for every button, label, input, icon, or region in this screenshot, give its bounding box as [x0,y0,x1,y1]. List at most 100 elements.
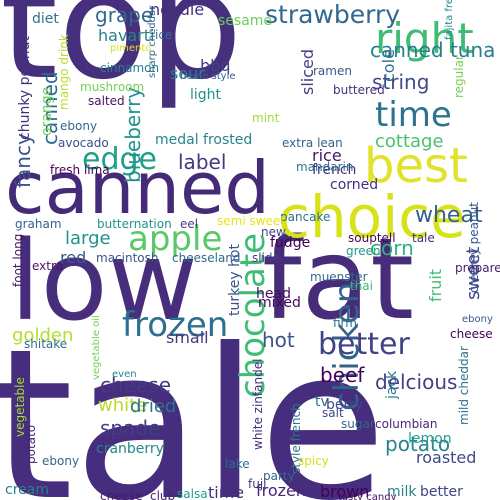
cloud-word: vegetable oil [91,315,102,380]
cloud-word: berry [326,397,364,413]
cloud-word: frozen [256,481,307,500]
cloud-word: souptell [348,231,396,245]
cloud-word: noodle [150,0,205,19]
cloud-word: macintosh [96,251,159,265]
cloud-word: choice [278,183,466,251]
cloud-word: party [263,469,295,483]
cloud-word: spicy [298,454,329,468]
cloud-word: cream [5,482,49,498]
cloud-word: prepared [455,261,500,275]
cloud-word: milk [387,484,417,500]
cloud-word: graham [15,217,62,231]
cloud-word: jack [384,370,400,399]
cloud-word: buttered [333,83,385,97]
cloud-word: firm [333,316,357,330]
cloud-word: cheese [450,327,493,341]
cloud-word: cranberry [96,441,164,457]
cloud-word: regular [452,55,466,98]
cloud-word: bbq [200,56,231,75]
cloud-word: frozen [122,305,229,345]
cloud-word: potato [385,432,451,456]
cloud-word: mixed [258,295,301,311]
cloud-word: apple [128,219,223,259]
cloud-word: better [420,484,463,500]
cloud-word: pimento [110,43,152,54]
cloud-word: time [208,483,245,500]
cloud-word: orange [39,86,55,136]
cloud-word: fresh lima [50,163,110,177]
cloud-word: club [150,489,176,500]
cloud-word: chunky peanut [17,36,33,140]
cloud-word: mushroom [80,80,145,94]
cloud-word: time [375,95,452,135]
cloud-word: fajita french [444,0,455,40]
cloud-word: ebony [42,454,80,468]
cloud-word: sugar [341,417,375,431]
cloud-word: edge [82,142,157,177]
cloud-word: white [98,395,148,416]
cloud-word: potato [24,424,38,464]
cloud-word: wheat [415,203,483,228]
cloud-word: semi sweet [217,214,286,228]
cloud-word: red [60,248,87,267]
cloud-word: right [375,14,474,63]
cloud-word: mango drink [57,34,71,110]
cloud-word: french [312,162,357,178]
cloud-word: foot long [11,233,25,287]
cloud-word: mint [252,111,280,125]
cloud-word: light [190,87,222,103]
cloud-word: large [65,228,111,249]
cloud-word: fat [262,215,414,345]
cloud-word: tale [412,231,435,245]
cloud-word: white zinfandel [251,358,265,450]
cloud-word: roasted [416,448,477,467]
cloud-word: medal frosted [155,132,253,148]
cloud-word: salsa [177,487,208,500]
cloud-word: fudge [270,235,311,251]
cloud-word: best [364,138,468,194]
cloud-word: cheese [100,373,172,397]
cloud-word: canned tuna [370,38,496,62]
cloud-word: extra lean [282,136,343,150]
cloud-word: tv [315,394,329,410]
cloud-word: ice [155,28,173,42]
cloud-word: thai [350,279,373,293]
cloud-word: grape [95,3,154,27]
cloud-word: string [372,70,430,94]
cloud-word: delcious [375,370,458,394]
cloud-word: avocado [58,136,109,150]
cloud-word: salt [322,406,344,420]
cloud-word: ebony [462,314,493,325]
cloud-word: tasty candy [338,492,397,500]
cloud-word: even [112,369,137,380]
cloud-word: fancy [11,133,35,188]
cloud-word: rice [312,146,342,165]
cloud-word: head [256,286,291,302]
cloud-word: columbian [375,417,438,431]
cloud-word: dried [130,396,177,417]
cloud-word: low [10,217,198,345]
cloud-word: top [0,0,243,112]
cloud-word: shitake [24,337,68,351]
cloud-word: green [346,244,381,258]
cloud-word: ramen [313,64,352,78]
cloud-word: butternation [97,217,172,231]
cloud-word: pancake [280,210,331,224]
cloud-word: diet [32,11,59,27]
cloud-word: sour [170,64,205,83]
cloud-word: blueberry [121,86,145,183]
cloud-word: muenster [310,270,368,284]
cloud-word: corned [330,177,379,193]
cloud-word: new [261,225,286,239]
cloud-word: mild cheddar [457,346,471,425]
cloud-word: havarti [98,26,155,45]
cloud-word: sesame [218,13,273,29]
cloud-word: corn [370,236,414,260]
cloud-word: mandarin [296,160,354,174]
cloud-word: tale [0,305,387,500]
cloud-word: brown [320,482,370,500]
cloud-word: home style [180,71,236,82]
cloud-word: strawberry [265,0,401,29]
cloud-word: hot [262,328,295,352]
